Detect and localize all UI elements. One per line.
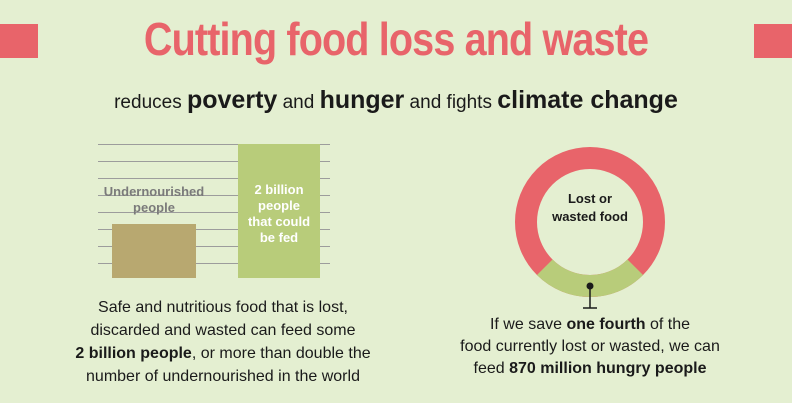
undernourished-label-line: Undernourished <box>103 184 205 199</box>
right-caption-bold-people: 870 million hungry people <box>509 360 707 377</box>
title-accent-left <box>0 24 38 58</box>
left-caption-line: 2 billion people, or more than double th… <box>48 342 398 365</box>
subtitle-bold-hunger: hunger <box>319 86 405 114</box>
ring-label-line: wasted food <box>552 209 628 224</box>
fed-label-line: people <box>258 198 300 213</box>
gridline <box>98 229 330 230</box>
left-caption-text: , or more than double the <box>191 345 371 362</box>
fed-people-bar <box>238 144 320 278</box>
undernourished-label: Undernourished people <box>98 184 210 216</box>
subtitle-text-1: reduces <box>114 92 187 113</box>
right-caption-text: of the <box>645 316 691 333</box>
subtitle-text-3: and fights <box>404 92 498 113</box>
right-caption-bold-fraction: one fourth <box>566 316 646 333</box>
comparison-bars: Undernourished people 2 billion people t… <box>98 144 330 278</box>
gridline <box>98 212 330 213</box>
gridline <box>98 144 330 145</box>
page-subtitle: reduces poverty and hunger and fights cl… <box>0 86 792 115</box>
subtitle-bold-climate: climate change <box>497 86 678 114</box>
left-caption-line: number of undernourished in the world <box>86 368 360 385</box>
food-loss-ring <box>515 147 665 309</box>
left-caption: Safe and nutritious food that is lost, d… <box>48 296 398 388</box>
right-caption-text: feed <box>473 360 510 377</box>
page-title: Cutting food loss and waste <box>143 13 649 65</box>
fed-people-label: 2 billion people that could be fed <box>238 182 320 246</box>
right-caption-text: If we save <box>489 316 567 333</box>
left-caption-line: discarded and wasted can feed some <box>90 322 356 339</box>
right-caption-line: food currently lost or wasted, we can <box>460 338 720 355</box>
undernourished-label-line: people <box>133 200 175 215</box>
right-caption: If we save one fourth of the food curren… <box>420 314 760 380</box>
ring-label-line: Lost or <box>567 191 613 206</box>
gridline <box>98 263 330 264</box>
left-caption-bold: 2 billion people <box>75 345 192 362</box>
right-caption-line: feed 870 million hungry people <box>420 358 760 380</box>
gridline <box>98 195 330 196</box>
fed-label-line: 2 billion <box>254 182 304 197</box>
right-caption-line: If we save one fourth of the <box>420 314 760 336</box>
gridline <box>98 178 330 179</box>
fed-label-line: be fed <box>259 230 299 245</box>
subtitle-text-2: and <box>277 92 320 113</box>
gridline <box>98 246 330 247</box>
gridline <box>98 161 330 162</box>
left-caption-line: Safe and nutritious food that is lost, <box>98 299 348 316</box>
undernourished-bar <box>112 224 196 278</box>
title-accent-right <box>754 24 792 58</box>
ring-label: Lost or wasted food <box>538 190 642 226</box>
fed-label-line: that could <box>247 214 311 229</box>
subtitle-bold-poverty: poverty <box>186 86 278 114</box>
